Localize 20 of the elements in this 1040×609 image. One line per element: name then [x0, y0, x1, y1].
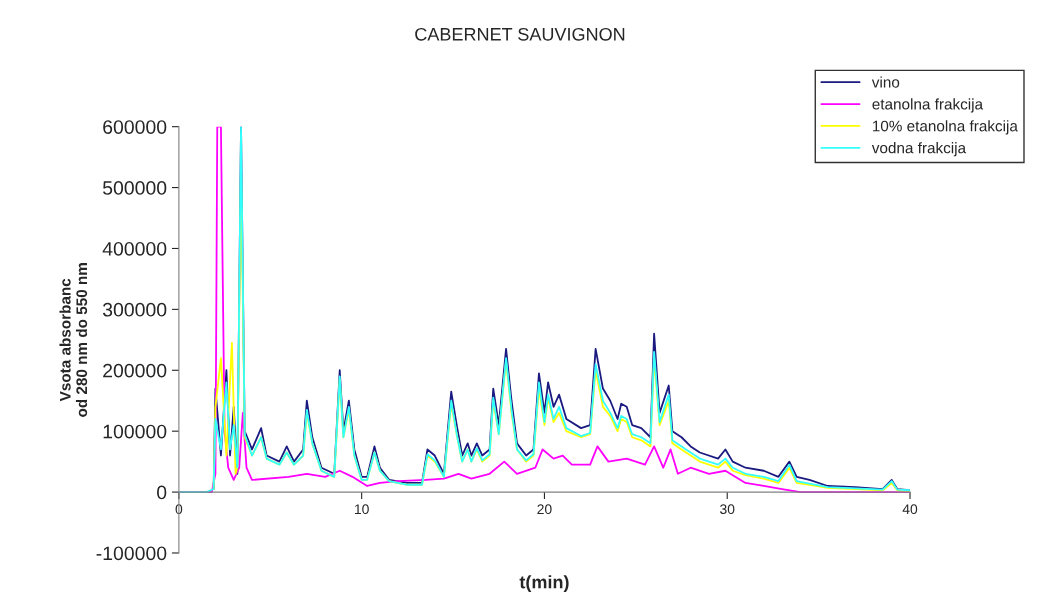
y-axis-title: Vsota absorbanc od 280 nm do 550 nm	[59, 263, 88, 417]
legend-label: 10% etanolna frakcija	[872, 120, 1018, 135]
x-axis-title: t(min)	[519, 575, 569, 592]
y-tick-label: 600000	[103, 120, 167, 134]
y-tick-label: 200000	[103, 363, 167, 378]
x-tick-label: 30	[720, 504, 735, 515]
x-tick-label: 40	[902, 504, 918, 515]
legend-label: etanolna frakcija	[872, 98, 984, 113]
y-tick-label: 500000	[102, 181, 167, 195]
chart-title: CABERNET SAUVIGNON	[415, 27, 625, 41]
y-tick-label: 400000	[102, 241, 167, 256]
legend-label: vodna frakcija	[871, 142, 967, 157]
x-tick-label: 20	[537, 504, 552, 515]
x-tick-label: 10	[355, 504, 369, 515]
y-tick-label: 0	[157, 485, 167, 500]
y-tick-label: 100000	[103, 424, 167, 439]
y-tick-label: 300000	[102, 302, 167, 317]
x-tick-label: 0	[175, 504, 183, 515]
legend-label: vino	[871, 76, 900, 88]
y-tick-label: -100000	[96, 546, 167, 561]
